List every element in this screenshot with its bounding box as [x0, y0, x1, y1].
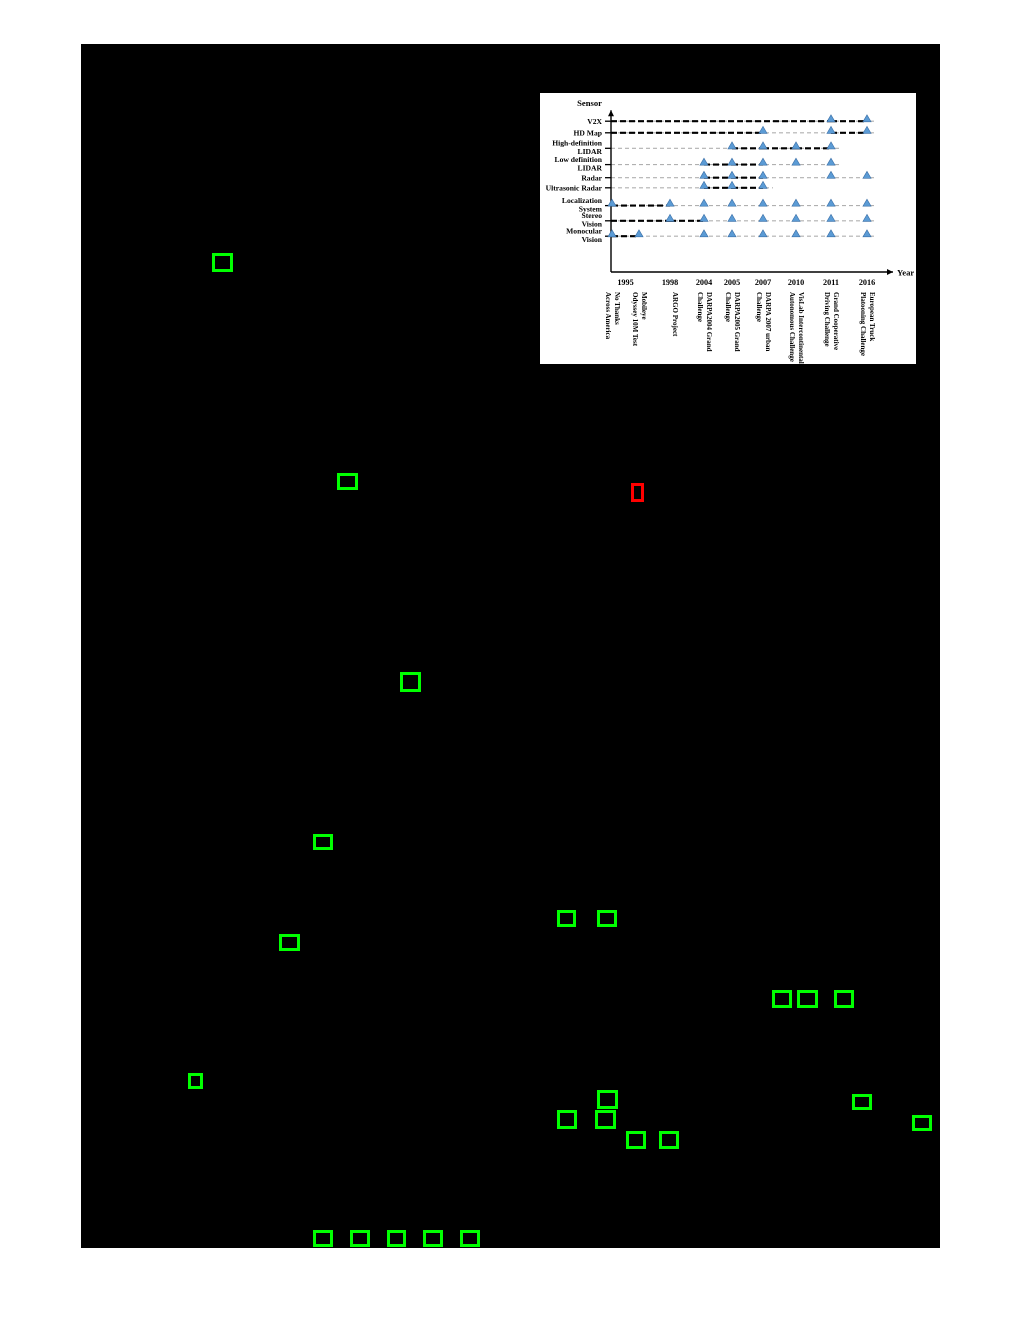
svg-text:DARPA2004 Grand: DARPA2004 Grand	[705, 292, 713, 352]
svg-text:Radar: Radar	[581, 173, 602, 182]
svg-text:Challenge: Challenge	[696, 292, 704, 322]
svg-text:2007: 2007	[755, 278, 771, 287]
svg-text:DARPA2005 Grand: DARPA2005 Grand	[733, 292, 741, 352]
svg-text:V2X: V2X	[587, 117, 602, 126]
svg-text:1998: 1998	[662, 278, 678, 287]
svg-text:Autonomous Challenge: Autonomous Challenge	[788, 292, 796, 362]
svg-text:LIDAR: LIDAR	[578, 163, 603, 172]
svg-text:VisLab Intercontinental: VisLab Intercontinental	[797, 292, 805, 364]
svg-text:Odyssey 10M Test: Odyssey 10M Test	[631, 292, 639, 347]
svg-text:No Thanks: No Thanks	[613, 292, 621, 325]
svg-text:European Truck: European Truck	[868, 292, 876, 341]
svg-text:Mobileye: Mobileye	[640, 292, 648, 320]
svg-text:Vision: Vision	[582, 235, 603, 244]
svg-text:2011: 2011	[823, 278, 839, 287]
svg-text:HD Map: HD Map	[574, 128, 602, 137]
svg-text:2004: 2004	[696, 278, 712, 287]
svg-text:ARGO Project: ARGO Project	[671, 292, 679, 337]
svg-text:2005: 2005	[724, 278, 740, 287]
svg-text:Platooning Challenge: Platooning Challenge	[859, 292, 867, 356]
svg-text:Sensor: Sensor	[577, 98, 602, 108]
svg-text:1995: 1995	[617, 278, 633, 287]
svg-text:Challenge: Challenge	[755, 292, 763, 322]
svg-text:Grand Cooperative: Grand Cooperative	[832, 292, 840, 350]
svg-text:2010: 2010	[788, 278, 804, 287]
svg-text:Ultrasonic Radar: Ultrasonic Radar	[546, 183, 603, 192]
svg-text:Year: Year	[897, 267, 914, 277]
svg-text:Driving Challenge: Driving Challenge	[823, 292, 831, 347]
svg-text:Across America: Across America	[604, 292, 612, 340]
svg-text:DARPA 2007 urban: DARPA 2007 urban	[764, 292, 772, 351]
svg-text:Challenge: Challenge	[724, 292, 732, 322]
svg-text:2016: 2016	[859, 278, 875, 287]
